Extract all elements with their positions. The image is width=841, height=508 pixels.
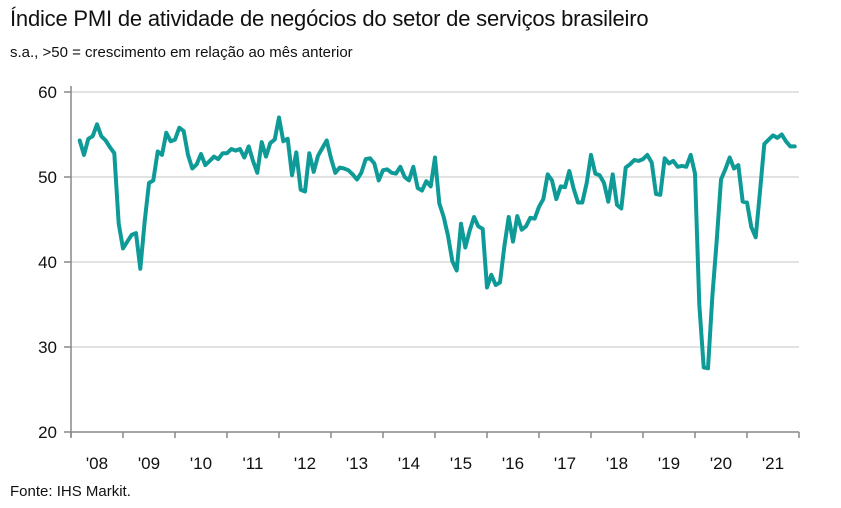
x-tick-label: '15 — [450, 454, 472, 473]
x-tick-label: '20 — [710, 454, 732, 473]
x-tick-label: '12 — [294, 454, 316, 473]
x-tick-label: '11 — [243, 454, 264, 473]
y-tick-label: 50 — [38, 168, 57, 187]
series-line — [77, 115, 797, 371]
y-tick-label: 20 — [38, 423, 57, 442]
chart-title: Índice PMI de atividade de negócios do s… — [10, 6, 649, 31]
y-tick-label: 40 — [38, 253, 57, 272]
chart-subtitle: s.a., >50 = crescimento em relação ao mê… — [10, 44, 353, 61]
x-tick-label: '17 — [554, 454, 576, 473]
x-tick-label: '13 — [346, 454, 368, 473]
x-tick-label: '21 — [762, 454, 784, 473]
x-tick-label: '08 — [86, 454, 108, 473]
y-tick-label: 30 — [38, 338, 57, 357]
x-tick-label: '16 — [502, 454, 524, 473]
x-tick-label: '10 — [190, 454, 212, 473]
x-tick-label: '18 — [606, 454, 628, 473]
x-tick-label: '19 — [658, 454, 680, 473]
x-tick-label: '14 — [398, 454, 420, 473]
y-tick-label: 60 — [38, 83, 57, 102]
chart-source: Fonte: IHS Markit. — [10, 483, 131, 500]
x-tick-label: '09 — [138, 454, 160, 473]
